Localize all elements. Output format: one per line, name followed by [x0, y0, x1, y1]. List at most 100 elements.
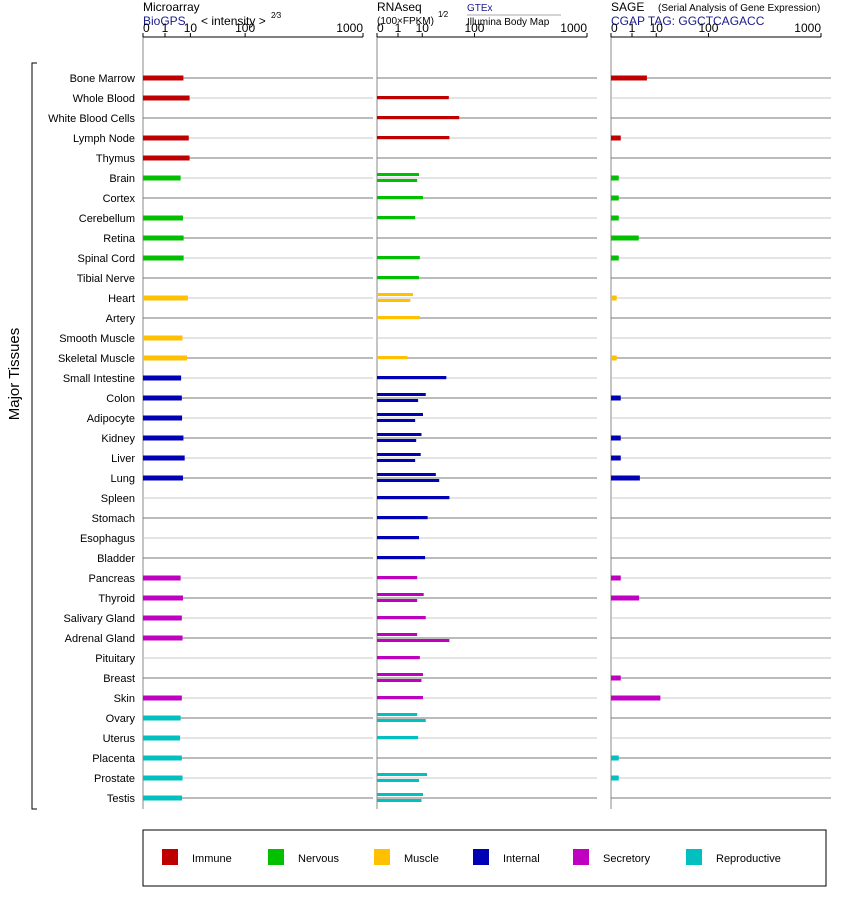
sage-bar	[611, 455, 621, 461]
microarray-bar	[143, 175, 181, 181]
microarray-bar	[143, 455, 185, 461]
sage-subtitle: (Serial Analysis of Gene Expression)	[658, 3, 820, 14]
rnaseq-source-gtex[interactable]: GTEx	[467, 3, 493, 14]
rnaseq-bar	[377, 536, 419, 540]
microarray-tick-label-100: 100	[235, 21, 255, 35]
microarray-bar	[143, 375, 182, 381]
tissue-label: Tibial Nerve	[77, 273, 135, 285]
microarray-title: Microarray	[143, 0, 200, 14]
rnaseq-tick-label-1: 1	[395, 21, 402, 35]
tissue-label: Cortex	[103, 193, 136, 205]
rnaseq-bar	[377, 736, 419, 740]
rnaseq-bar	[377, 413, 423, 416]
sage-bar	[611, 755, 619, 761]
microarray-tick-label-1000: 1000	[336, 21, 363, 35]
microarray-unit-exponent: 2⁄3	[271, 11, 282, 20]
microarray-source[interactable]: BioGPS	[143, 14, 186, 28]
panels: 0 1 10 100 1000 0 1 10 100 1000 0 1 10 100 1000	[142, 21, 831, 809]
rnaseq-bar	[377, 433, 422, 436]
sage-tick-label-0: 0	[611, 21, 618, 35]
microarray-tick-label-10: 10	[184, 21, 198, 35]
sage-tick-label-100: 100	[698, 21, 718, 35]
rnaseq-bar	[377, 299, 411, 302]
sage-bar	[611, 435, 621, 441]
microarray-bar	[143, 75, 184, 81]
sage-bar	[611, 135, 621, 141]
sage-bar	[611, 695, 661, 701]
rnaseq-bar	[377, 196, 423, 200]
rnaseq-bar	[377, 576, 418, 580]
microarray-bar	[143, 775, 183, 781]
rnaseq-tick-label-1000: 1000	[560, 21, 587, 35]
tissue-label: Pancreas	[89, 573, 136, 585]
rnaseq-bar	[377, 276, 419, 280]
rnaseq-bar	[377, 633, 418, 636]
sage-bar	[611, 255, 619, 261]
tissue-label: Thymus	[96, 153, 136, 165]
rnaseq-bar	[377, 679, 422, 682]
legend-swatch-nervous	[268, 849, 284, 865]
rnaseq-bar	[377, 459, 416, 462]
sage-bar	[611, 595, 640, 601]
rnaseq-bar	[377, 479, 440, 482]
legend-swatch-muscle	[374, 849, 390, 865]
tissue-label: Testis	[107, 793, 136, 805]
tissue-label: Brain	[109, 173, 135, 185]
microarray-bar	[143, 575, 181, 581]
rnaseq-bar	[377, 256, 420, 260]
legend: Immune Nervous Muscle Internal Secretory Repr…	[162, 849, 781, 865]
rnaseq-bar	[377, 116, 460, 120]
legend-swatch-reproductive	[686, 849, 702, 865]
sage-tag[interactable]: CGAP TAG: GGCTCAGACC	[611, 14, 765, 28]
sage-bar	[611, 575, 621, 581]
microarray-bar	[143, 695, 182, 701]
legend-label-internal: Internal	[503, 853, 540, 865]
sage-tick-label-10: 10	[650, 21, 664, 35]
sage-bar	[611, 215, 619, 221]
legend-swatch-immune	[162, 849, 178, 865]
microarray-bar	[143, 135, 189, 141]
sage-bar	[611, 355, 617, 361]
microarray-bar	[143, 355, 187, 361]
tissue-label: Thyroid	[98, 593, 135, 605]
rnaseq-bar	[377, 136, 450, 140]
tissue-label: Liver	[111, 453, 135, 465]
sage-bar	[611, 75, 647, 81]
tissue-label: Skin	[114, 693, 135, 705]
microarray-bar	[143, 335, 183, 341]
sage-bar	[611, 475, 640, 481]
tissue-label: Spinal Cord	[78, 253, 135, 265]
microarray-bar	[143, 235, 184, 241]
legend-swatch-secretory	[573, 849, 589, 865]
rnaseq-tick-label-100: 100	[464, 21, 484, 35]
legend-label-muscle: Muscle	[404, 853, 439, 865]
tissue-label: Salivary Gland	[63, 613, 135, 625]
microarray-bar	[143, 215, 183, 221]
microarray-bar	[143, 635, 183, 641]
rnaseq-bar	[377, 393, 426, 396]
rnaseq-source-illumina[interactable]: Illumina Body Map	[467, 17, 550, 28]
sage-bar	[611, 775, 619, 781]
tissue-label: Kidney	[101, 433, 135, 445]
rnaseq-bar	[377, 656, 420, 660]
legend-label-nervous: Nervous	[298, 853, 339, 865]
rnaseq-bar	[377, 293, 413, 296]
rnaseq-bar	[377, 439, 417, 442]
sage-title: SAGE	[611, 0, 644, 14]
microarray-bar	[143, 155, 190, 161]
rnaseq-bar	[377, 516, 428, 520]
rnaseq-unit-exponent: 1⁄2	[438, 10, 449, 19]
rnaseq-bar	[377, 453, 421, 456]
sage-bar	[611, 295, 617, 301]
tissue-label: Colon	[106, 393, 135, 405]
rnaseq-tick-label-0: 0	[377, 21, 384, 35]
microarray-bar	[143, 615, 182, 621]
rnaseq-bar	[377, 719, 426, 722]
microarray-bar	[143, 795, 183, 801]
tissue-label: Placenta	[92, 753, 136, 765]
tissue-label: Prostate	[94, 773, 135, 785]
tissue-label: Cerebellum	[79, 213, 135, 225]
tissue-label: Uterus	[103, 733, 136, 745]
microarray-bar	[143, 475, 183, 481]
tissue-label: Pituitary	[95, 653, 135, 665]
